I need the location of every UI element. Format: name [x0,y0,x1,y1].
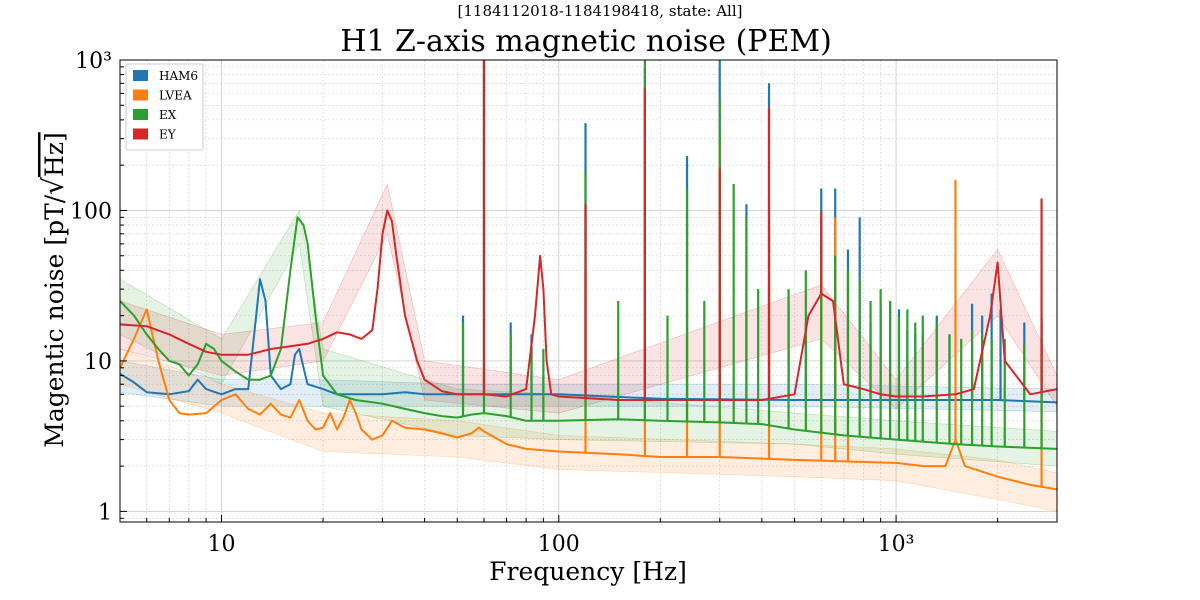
y-axis-label: Magentic noise [pT/√Hz] [37,132,70,448]
legend-label-ham6: HAM6 [159,69,198,83]
chart-subtitle: [1184112018-1184198418, state: All] [458,2,743,20]
legend: HAM6 LVEA EX EY [125,63,204,151]
legend-swatch-ey [133,128,148,140]
legend-swatch-ham6 [133,70,148,81]
series-line-ey [119,209,1058,401]
y-tick-label: 10 [84,350,112,375]
axis-ticks: 10 100 10³ 1 10 100 10³ [70,49,1058,557]
series-line-ham6 [119,278,1058,404]
series-line-ex [119,216,1058,450]
legend-swatch-lvea [133,89,148,101]
x-tick-label: 10 [208,532,236,557]
series-ey [119,60,1058,401]
legend-label-lvea: LVEA [159,89,192,103]
y-tick-label: 10³ [75,49,112,74]
y-axis-label-text: Magentic noise [pT/ [40,194,69,448]
sqrt-symbol: √ [37,177,70,195]
y-tick-label: 100 [70,199,112,224]
legend-label-ey: EY [159,128,177,142]
legend-swatch-ex [133,109,148,120]
plot-area-border [119,59,1058,523]
series-lines [119,60,1058,491]
x-axis-label: Frequency [Hz] [489,557,687,586]
x-tick-label: 10³ [878,532,915,557]
x-tick-label: 100 [538,532,580,557]
y-axis-label-root: Hz] [40,132,69,177]
y-tick-label: 1 [98,500,112,525]
legend-label-ex: EX [159,108,177,122]
series-line-lvea [119,308,1058,491]
plot-area-background [120,60,1057,522]
chart-title: H1 Z-axis magnetic noise (PEM) [340,24,832,59]
svg-text:Magentic noise [pT/√Hz]: Magentic noise [pT/√Hz] [37,132,70,448]
